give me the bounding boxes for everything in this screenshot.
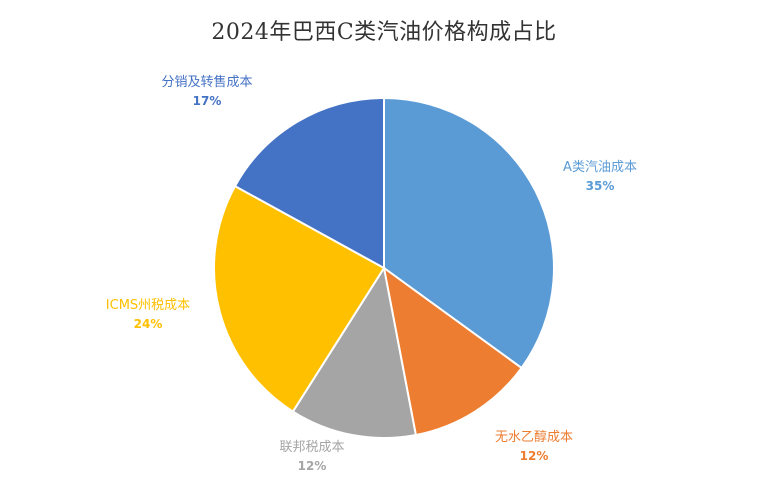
slice-label-5: 分销及转售成本 17% [161,73,252,111]
slice-label-4: ICMS州税成本 24% [106,296,190,334]
pie-slice-5 [233,96,385,270]
pie-slice-1 [383,96,555,370]
pie-slice-4 [212,184,386,413]
slice-label-3: 联邦税成本 12% [279,438,344,476]
slice-name: A类汽油成本 [563,160,637,175]
slice-label-2: 无水乙醇成本 12% [495,428,573,466]
slice-percent: 12% [519,449,549,463]
slice-percent: 12% [297,459,327,473]
slice-name: ICMS州税成本 [105,298,191,313]
slice-label-1: A类汽油成本 35% [563,158,637,196]
slice-percent: 35% [585,179,615,193]
pie-slice-2 [382,265,523,437]
pie-slice-3 [291,265,418,440]
slice-name: 分销及转售成本 [161,75,253,90]
slice-percent: 17% [192,94,222,108]
slice-name: 联邦税成本 [279,440,345,455]
slice-percent: 24% [133,317,163,331]
chart-title: 2024年巴西C类汽油价格构成占比 [211,20,557,45]
slice-name: 无水乙醇成本 [494,430,574,445]
